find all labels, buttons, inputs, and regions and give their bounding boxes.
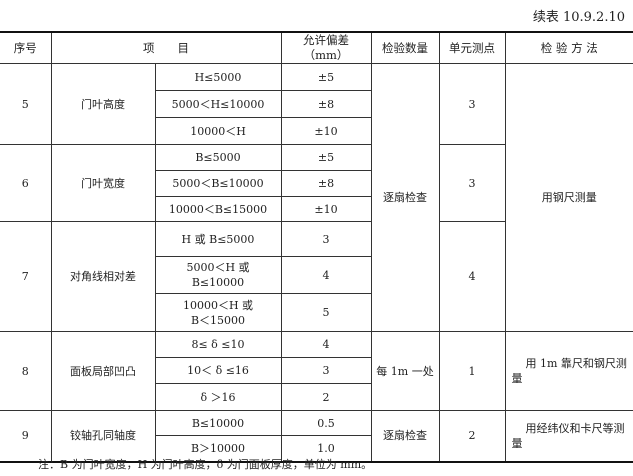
row-no: 6 [0, 144, 52, 222]
tolerance: 5 [280, 293, 371, 332]
row-item: 铰轴孔同轴度 [50, 410, 156, 462]
row-no: 5 [0, 63, 52, 145]
tolerance: 0.5 [280, 410, 372, 436]
points: 4 [438, 221, 505, 332]
condition: H 或 B≤5000 [154, 221, 282, 257]
tolerance: 1.0 [280, 435, 371, 462]
table-row: 5000＜B≤10000 ±8 [0, 170, 633, 197]
tolerance-table: 序号 项 目 允许偏差（mm） 检验数量 单元测点 检 验 方 法 5 门叶高度… [0, 31, 633, 463]
condition: B≤10000 [154, 410, 282, 436]
method: 用 1m 靠尺和钢尺测量 [504, 331, 633, 411]
tolerance: 4 [280, 256, 371, 294]
header-method: 检 验 方 法 [504, 31, 633, 64]
row-no: 9 [0, 410, 52, 462]
header-quantity: 检验数量 [370, 31, 440, 64]
quantity: 逐扇检查 [370, 410, 440, 462]
tolerance: ±5 [280, 63, 372, 91]
condition: 10000＜H [155, 117, 282, 145]
row-item: 对角线相对差 [50, 221, 156, 332]
tolerance: ±10 [280, 117, 371, 145]
table-note: 注：B 为门叶宽度，H 为门叶高度，δ 为门面板厚度，单位为 mm。 [38, 458, 373, 471]
header-item: 项 目 [50, 31, 282, 64]
header-no: 序号 [0, 31, 52, 64]
row-item: 门叶宽度 [50, 144, 156, 222]
table-row: 5000＜H 或 B≤10000 4 [0, 256, 633, 294]
table-row: 7 对角线相对差 H 或 B≤5000 3 4 [0, 221, 633, 332]
condition: B≤5000 [154, 144, 282, 171]
tolerance: ±5 [280, 144, 372, 171]
header-points: 单元测点 [438, 31, 506, 64]
tolerance: 3 [280, 357, 371, 384]
row-item: 面板局部凹凸 [50, 331, 156, 411]
quantity: 逐扇检查 [370, 63, 440, 332]
condition: H≤5000 [154, 63, 282, 91]
tolerance: 4 [280, 331, 372, 358]
condition: 5000＜H 或 B≤10000 [155, 256, 282, 294]
table-row: B＞10000 1.0 [0, 435, 633, 462]
method: 用钢尺测量 [504, 63, 633, 332]
table-row: 10000＜H 或 B＜15000 5 [0, 293, 633, 332]
header-row: 序号 项 目 允许偏差（mm） 检验数量 单元测点 检 验 方 法 [0, 31, 633, 64]
row-no: 7 [0, 221, 52, 332]
header-tolerance: 允许偏差（mm） [280, 31, 372, 64]
condition: 5000＜H≤10000 [155, 90, 282, 118]
method: 用经纬仪和卡尺等测量 [504, 410, 633, 462]
tolerance: 3 [280, 221, 372, 257]
tolerance: ±8 [280, 90, 371, 118]
row-item: 门叶高度 [50, 63, 156, 145]
row-no: 8 [0, 331, 52, 411]
table-row: 5 门叶高度 H≤5000 ±5 逐扇检查 3 用钢尺测量 [0, 63, 633, 332]
condition: δ ＞16 [155, 383, 282, 411]
condition: B＞10000 [155, 435, 282, 462]
table-row: 8 面板局部凹凸 8≤ δ ≤10 4 每 1m 一处 1 用 1m 靠尺和钢尺… [0, 331, 633, 411]
condition: 10＜ δ ≤16 [155, 357, 282, 384]
table-row: 10000＜B≤15000 ±10 [0, 196, 633, 222]
table-row: 5000＜H≤10000 ±8 [0, 90, 633, 118]
condition: 8≤ δ ≤10 [154, 331, 282, 358]
condition: 5000＜B≤10000 [155, 170, 282, 197]
points: 1 [438, 331, 506, 411]
tolerance: 2 [280, 383, 371, 411]
points: 3 [438, 63, 506, 145]
tolerance: ±10 [280, 196, 371, 222]
table-row: 6 门叶宽度 B≤5000 ±5 3 [0, 144, 633, 222]
points: 3 [438, 144, 505, 222]
table-row: 9 铰轴孔同轴度 B≤10000 0.5 逐扇检查 2 用经纬仪和卡尺等测量 [0, 410, 633, 462]
condition: 10000＜B≤15000 [155, 196, 282, 222]
condition: 10000＜H 或 B＜15000 [155, 293, 282, 332]
table-caption: 续表 10.9.2.10 [532, 10, 625, 25]
tolerance: ±8 [280, 170, 371, 197]
points: 2 [438, 410, 506, 462]
quantity: 每 1m 一处 [370, 331, 440, 411]
